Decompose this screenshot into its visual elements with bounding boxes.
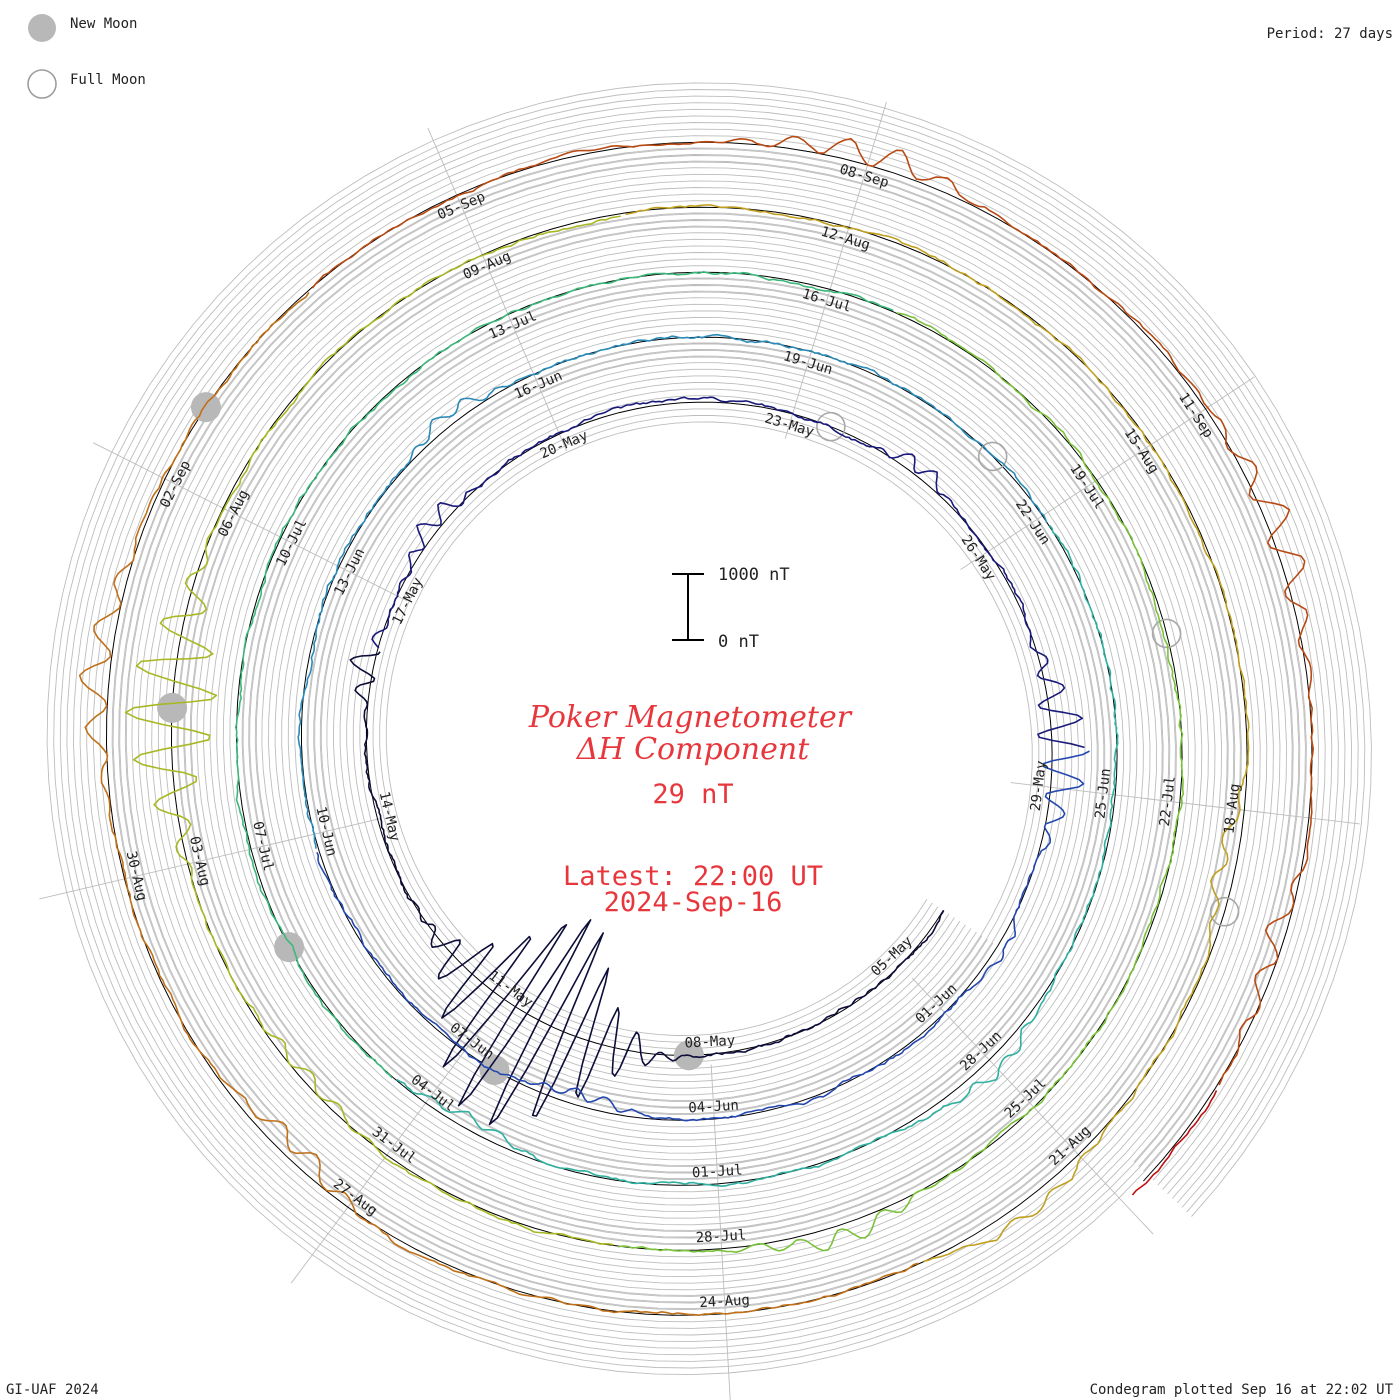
grid-spiral-line xyxy=(119,155,1300,1303)
chart-subtitle: ΔH Component xyxy=(576,732,810,767)
latest-time: Latest: 22:00 UT xyxy=(563,861,823,892)
day-spoke xyxy=(39,817,382,900)
full-moon-legend-icon xyxy=(27,69,57,99)
full-moon-legend-label: Full Moon xyxy=(70,72,146,88)
day-label: 25-Jun xyxy=(1092,767,1114,819)
latest-date: 2024-Sep-16 xyxy=(604,887,783,918)
new-moon-marker xyxy=(157,692,188,723)
grid-spiral-line xyxy=(66,102,1353,1356)
trace-segment xyxy=(316,750,1090,1122)
plotted-timestamp: Condegram plotted Sep 16 at 22:02 UT xyxy=(1090,1382,1394,1398)
new-moon-legend-icon xyxy=(28,14,56,42)
day-label: 31-Jul xyxy=(369,1124,419,1167)
trace-segment xyxy=(349,651,945,1126)
scale-bar xyxy=(672,573,704,641)
grid-spiral-line xyxy=(86,122,1333,1336)
trace-segment xyxy=(235,271,894,1079)
trace-segment xyxy=(311,135,1314,1086)
current-value: 29 nT xyxy=(652,779,733,810)
delta-h-trace xyxy=(78,135,1314,1316)
trace-segment xyxy=(371,396,1085,749)
day-label: 04-Jun xyxy=(688,1098,739,1117)
new-moon-marker xyxy=(479,1055,510,1086)
day-label: 01-Jul xyxy=(692,1162,743,1181)
trace-segment xyxy=(124,215,621,1246)
day-label: 28-Jul xyxy=(695,1227,746,1246)
trace-segment xyxy=(297,333,1048,849)
day-label: 12-Aug xyxy=(819,224,872,254)
day-spoke xyxy=(710,1064,731,1400)
day-spoke xyxy=(911,977,1154,1235)
grid-spiral-line xyxy=(59,95,1359,1362)
day-label: 22-Jul xyxy=(1157,775,1179,827)
new-moon-marker xyxy=(190,392,221,423)
trace-segment xyxy=(396,524,1119,1187)
trace-segment xyxy=(625,204,1250,1263)
day-label: 08-Sep xyxy=(838,161,891,191)
trace-segment xyxy=(78,291,919,1316)
chart-title: Poker Magnetometer xyxy=(528,700,853,735)
day-label: 08-May xyxy=(684,1033,735,1052)
period-label: Period: 27 days xyxy=(1267,26,1393,42)
day-label: 24-Aug xyxy=(699,1292,750,1311)
grid-spiral-line xyxy=(99,135,1320,1323)
scale-bottom-label: 0 nT xyxy=(718,632,759,652)
grid-spiral-line xyxy=(46,82,1372,1376)
grid-spiral-line xyxy=(112,148,1306,1310)
full-moon-marker xyxy=(1151,618,1182,649)
full-moon-marker xyxy=(1209,896,1240,927)
day-label: 23-May xyxy=(763,410,816,440)
full-moon-marker xyxy=(977,441,1008,472)
grid-spiral-line xyxy=(92,128,1326,1329)
credit-label: GI-UAF 2024 xyxy=(6,1382,99,1398)
new-moon-legend-label: New Moon xyxy=(70,16,137,32)
scale-top-label: 1000 nT xyxy=(718,565,790,585)
grid-spiral-line xyxy=(125,161,1293,1296)
day-label: 20-May xyxy=(538,428,591,463)
spiral-grid xyxy=(46,82,1372,1376)
day-spoke xyxy=(784,101,887,439)
day-label: 19-Jun xyxy=(781,348,834,378)
trace-segment xyxy=(1131,1090,1218,1196)
grid-spiral-line xyxy=(53,89,1366,1369)
day-label: 18-Aug xyxy=(1222,783,1244,835)
full-moon-marker xyxy=(816,411,846,442)
day-spoke xyxy=(427,127,568,452)
day-label: 29-May xyxy=(1028,760,1050,812)
moon-phase-markers xyxy=(157,392,1240,1086)
day-label: 14-May xyxy=(376,790,403,843)
grid-spiral-line xyxy=(79,115,1339,1343)
day-spoke xyxy=(93,442,408,602)
grid-spiral-line xyxy=(73,108,1346,1349)
day-spoke xyxy=(290,1001,502,1284)
new-moon-marker xyxy=(274,932,305,963)
day-label: 11-May xyxy=(486,968,536,1011)
trace-segment xyxy=(618,312,1185,1253)
